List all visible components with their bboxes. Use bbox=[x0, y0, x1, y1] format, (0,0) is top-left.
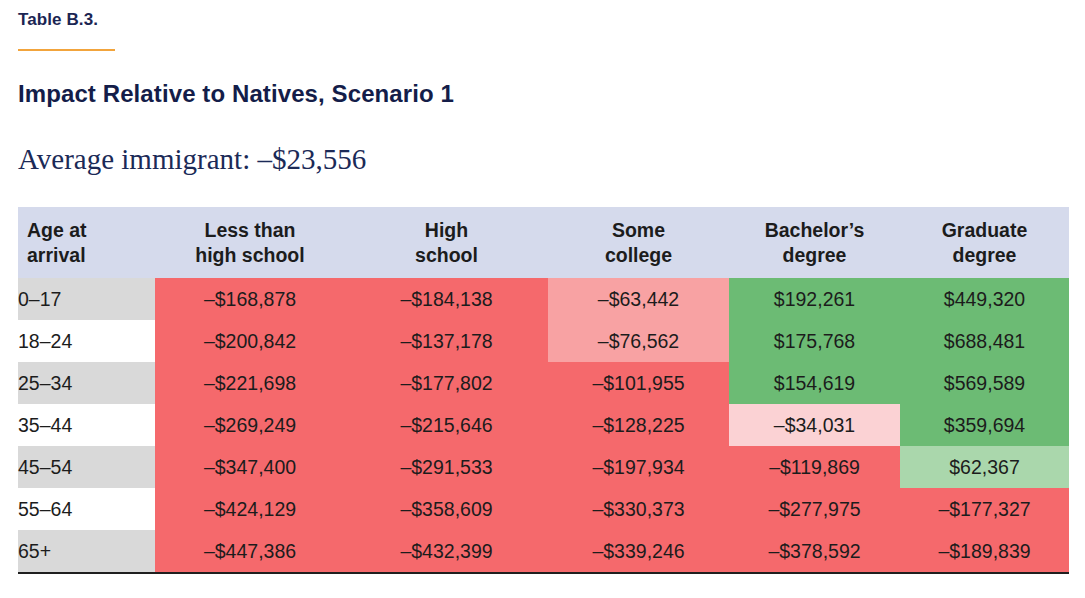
impact-value-cell: –$447,386 bbox=[155, 530, 345, 573]
impact-table: Age at arrivalLess than high schoolHigh … bbox=[18, 207, 1069, 574]
impact-value-cell: $62,367 bbox=[900, 446, 1069, 488]
age-group-label: 35–44 bbox=[18, 404, 155, 446]
age-group-label: 55–64 bbox=[18, 488, 155, 530]
impact-value-cell: –$339,246 bbox=[548, 530, 729, 573]
impact-value-cell: –$269,249 bbox=[155, 404, 345, 446]
impact-value-cell: –$168,878 bbox=[155, 278, 345, 320]
impact-value-cell: –$177,327 bbox=[900, 488, 1069, 530]
impact-value-cell: –$432,399 bbox=[345, 530, 548, 573]
impact-value-cell: –$184,138 bbox=[345, 278, 548, 320]
column-header: Less than high school bbox=[155, 207, 345, 278]
impact-value-cell: –$277,975 bbox=[729, 488, 900, 530]
accent-rule bbox=[18, 49, 115, 51]
impact-value-cell: $175,768 bbox=[729, 320, 900, 362]
impact-value-cell: $154,619 bbox=[729, 362, 900, 404]
impact-value-cell: –$119,869 bbox=[729, 446, 900, 488]
impact-value-cell: –$63,442 bbox=[548, 278, 729, 320]
age-group-label: 0–17 bbox=[18, 278, 155, 320]
age-group-label: 25–34 bbox=[18, 362, 155, 404]
table-row: 45–54–$347,400–$291,533–$197,934–$119,86… bbox=[18, 446, 1069, 488]
impact-value-cell: –$101,955 bbox=[548, 362, 729, 404]
age-group-label: 45–54 bbox=[18, 446, 155, 488]
impact-value-cell: –$358,609 bbox=[345, 488, 548, 530]
impact-value-cell: –$200,842 bbox=[155, 320, 345, 362]
impact-value-cell: $359,694 bbox=[900, 404, 1069, 446]
impact-value-cell: –$330,373 bbox=[548, 488, 729, 530]
column-header-age-at-arrival: Age at arrival bbox=[18, 207, 155, 278]
table-row: 25–34–$221,698–$177,802–$101,955$154,619… bbox=[18, 362, 1069, 404]
impact-value-cell: –$177,802 bbox=[345, 362, 548, 404]
table-row: 55–64–$424,129–$358,609–$330,373–$277,97… bbox=[18, 488, 1069, 530]
table-row: 18–24–$200,842–$137,178–$76,562$175,768$… bbox=[18, 320, 1069, 362]
table-body: 0–17–$168,878–$184,138–$63,442$192,261$4… bbox=[18, 278, 1069, 573]
impact-value-cell: –$197,934 bbox=[548, 446, 729, 488]
impact-value-cell: –$189,839 bbox=[900, 530, 1069, 573]
impact-value-cell: –$378,592 bbox=[729, 530, 900, 573]
impact-value-cell: –$291,533 bbox=[345, 446, 548, 488]
table-header-row: Age at arrivalLess than high schoolHigh … bbox=[18, 207, 1069, 278]
impact-value-cell: –$128,225 bbox=[548, 404, 729, 446]
column-header: Bachelor’s degree bbox=[729, 207, 900, 278]
column-header: Some college bbox=[548, 207, 729, 278]
impact-value-cell: $192,261 bbox=[729, 278, 900, 320]
age-group-label: 65+ bbox=[18, 530, 155, 573]
impact-value-cell: –$424,129 bbox=[155, 488, 345, 530]
column-header: Graduate degree bbox=[900, 207, 1069, 278]
age-group-label: 18–24 bbox=[18, 320, 155, 362]
column-header: High school bbox=[345, 207, 548, 278]
table-row: 35–44–$269,249–$215,646–$128,225–$34,031… bbox=[18, 404, 1069, 446]
impact-value-cell: –$347,400 bbox=[155, 446, 345, 488]
impact-value-cell: –$221,698 bbox=[155, 362, 345, 404]
impact-value-cell: $569,589 bbox=[900, 362, 1069, 404]
impact-value-cell: $688,481 bbox=[900, 320, 1069, 362]
table-number-kicker: Table B.3. bbox=[18, 10, 98, 30]
impact-value-cell: –$76,562 bbox=[548, 320, 729, 362]
table-row: 0–17–$168,878–$184,138–$63,442$192,261$4… bbox=[18, 278, 1069, 320]
table-row: 65+–$447,386–$432,399–$339,246–$378,592–… bbox=[18, 530, 1069, 573]
page: Table B.3. Impact Relative to Natives, S… bbox=[0, 0, 1085, 598]
impact-value-cell: –$34,031 bbox=[729, 404, 900, 446]
impact-value-cell: $449,320 bbox=[900, 278, 1069, 320]
average-immigrant-subtitle: Average immigrant: –$23,556 bbox=[18, 143, 366, 176]
impact-value-cell: –$215,646 bbox=[345, 404, 548, 446]
impact-value-cell: –$137,178 bbox=[345, 320, 548, 362]
page-title: Impact Relative to Natives, Scenario 1 bbox=[18, 80, 454, 108]
